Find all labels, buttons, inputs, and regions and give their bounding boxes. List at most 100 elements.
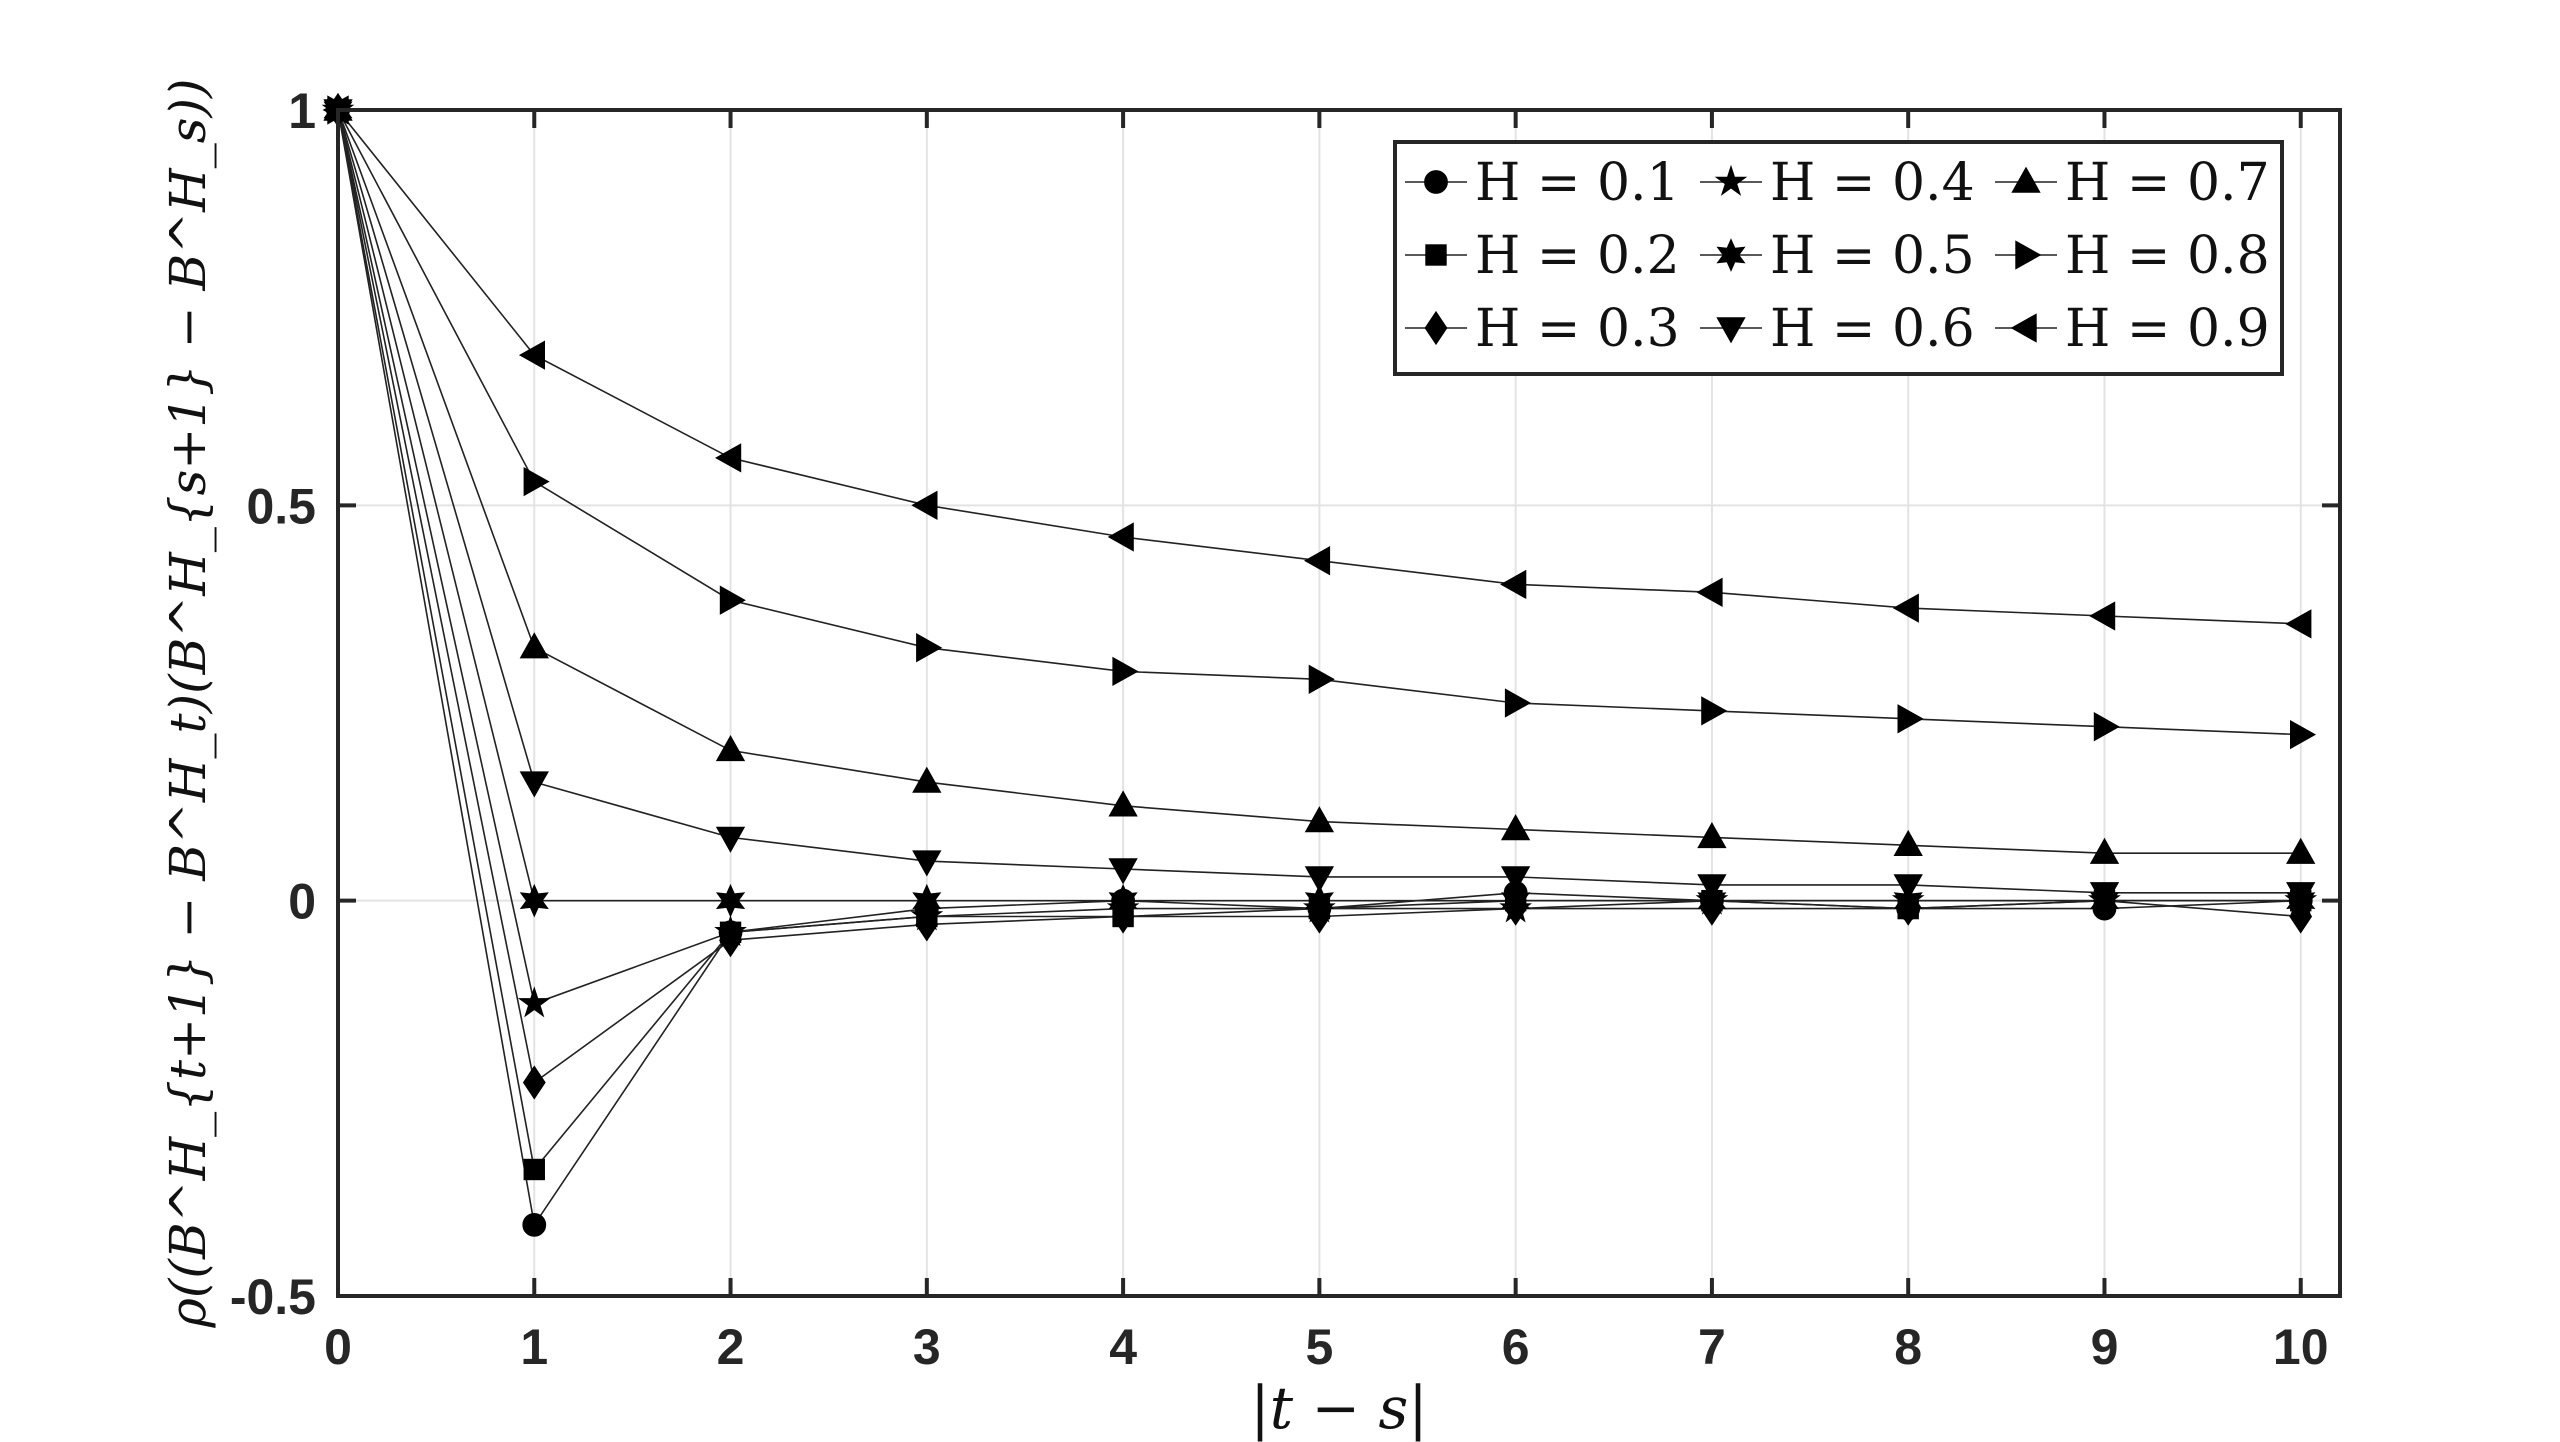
legend-label: H = 0.2 [1475, 226, 1680, 286]
y-tick-label: -0.5 [230, 1269, 316, 1325]
data-point [519, 883, 549, 918]
legend-marker [1424, 170, 1448, 194]
x-tick-label: 5 [1305, 1319, 1333, 1375]
legend-label: H = 0.6 [1770, 299, 1975, 359]
x-tick-label: 2 [717, 1319, 745, 1375]
data-point [715, 883, 746, 918]
legend-marker [1425, 244, 1447, 266]
legend-label: H = 0.5 [1770, 226, 1975, 286]
data-point [1112, 656, 1139, 687]
legend-marker [1716, 238, 1746, 272]
data-point [1897, 704, 1924, 734]
data-point [1697, 821, 1727, 849]
legend-item: H = 0.6 [1700, 299, 1975, 359]
data-point [1697, 874, 1727, 901]
y-axis-label: ρ((B^H_{t+1} − B^H_t)(B^H_{s+1} − B^H_s)… [159, 79, 217, 1329]
legend-label: H = 0.4 [1770, 153, 1975, 213]
data-point [715, 734, 746, 762]
legend-marker [1424, 310, 1448, 346]
legend-item: H = 0.1 [1405, 153, 1680, 213]
data-point [912, 850, 942, 877]
data-point [1696, 577, 1723, 607]
data-point [1501, 883, 1531, 918]
x-tick-label: 8 [1894, 1319, 1922, 1375]
data-point [1892, 593, 1919, 623]
legend-label: H = 0.9 [2065, 299, 2270, 359]
data-point [1108, 790, 1138, 817]
data-point [1308, 664, 1335, 694]
x-tick-label: 6 [1502, 1319, 1530, 1375]
data-point [1304, 866, 1335, 893]
legend-box [1393, 140, 2284, 376]
data-point [523, 466, 550, 497]
data-point [518, 340, 545, 370]
series-markers [321, 92, 2318, 1237]
data-point [1108, 858, 1138, 885]
data-point [522, 1065, 546, 1100]
data-point [2285, 609, 2312, 639]
data-point [1500, 569, 1527, 600]
data-point [519, 632, 549, 659]
legend-marker [2010, 313, 2037, 343]
legend-label: H = 0.7 [2065, 153, 2270, 213]
data-point [714, 915, 747, 947]
data-point [517, 986, 551, 1018]
data-point [1893, 874, 1923, 901]
x-axis-label: |t − s| [1250, 1374, 1428, 1442]
x-tick-labels: 0 1 2 3 4 5 6 7 8 9 10 [324, 1319, 2328, 1375]
legend-label: H = 0.8 [2065, 226, 2270, 286]
x-tick-label: 4 [1109, 1319, 1137, 1375]
data-point [719, 923, 742, 958]
data-point [519, 771, 549, 798]
x-tick-label: 1 [520, 1319, 548, 1375]
y-tick-label: 0 [288, 874, 316, 930]
legend: H = 0.1 H = 0.2 H = 0.3 H = 0.4 H = 0.5 H = 0… [1393, 140, 2284, 376]
legend-item: H = 0.2 [1405, 226, 1680, 286]
data-point [719, 585, 746, 615]
data-point [912, 766, 942, 793]
x-tick-label: 7 [1698, 1319, 1726, 1375]
data-point [715, 826, 746, 853]
legend-item: H = 0.4 [1700, 153, 1975, 213]
data-point [2089, 882, 2120, 909]
legend-marker [2015, 240, 2042, 270]
data-point [1304, 883, 1334, 918]
data-point [1701, 696, 1728, 726]
x-tick-label: 10 [2273, 1319, 2329, 1375]
y-tick-label: 0.5 [246, 478, 316, 534]
axis-ticks [336, 108, 2340, 1298]
data-point [2089, 837, 2120, 864]
data-point [2286, 882, 2316, 909]
axes-box [336, 108, 2342, 1298]
legend-label: H = 0.1 [1475, 153, 1680, 213]
data-point [2089, 601, 2116, 631]
data-point [715, 443, 742, 473]
legend-marker [1714, 164, 1748, 196]
data-point [523, 1158, 545, 1181]
data-point [916, 633, 943, 663]
x-tick-label: 3 [913, 1319, 941, 1375]
data-point [1697, 883, 1727, 918]
legend-label: H = 0.3 [1475, 299, 1680, 359]
data-point [912, 883, 942, 918]
data-point [1504, 688, 1532, 718]
x-tick-label: 9 [2091, 1319, 2119, 1375]
data-point [1108, 883, 1138, 918]
legend-item: H = 0.8 [1995, 226, 2270, 286]
data-point [2093, 712, 2120, 742]
legend-item: H = 0.3 [1405, 299, 1680, 359]
data-point [2290, 719, 2317, 750]
data-point [2286, 837, 2316, 864]
legend-item: H = 0.5 [1700, 226, 1975, 286]
legend-marker [2011, 166, 2041, 193]
legend-item: H = 0.9 [1995, 299, 2270, 359]
data-point [1303, 546, 1331, 576]
y-tick-labels: -0.5 0 0.5 1 [230, 83, 316, 1325]
data-point [1107, 522, 1134, 552]
data-point [1893, 829, 1923, 856]
data-point [1500, 814, 1531, 841]
x-tick-label: 0 [324, 1319, 352, 1375]
data-point [1304, 806, 1335, 833]
legend-item: H = 0.7 [1995, 153, 2270, 213]
